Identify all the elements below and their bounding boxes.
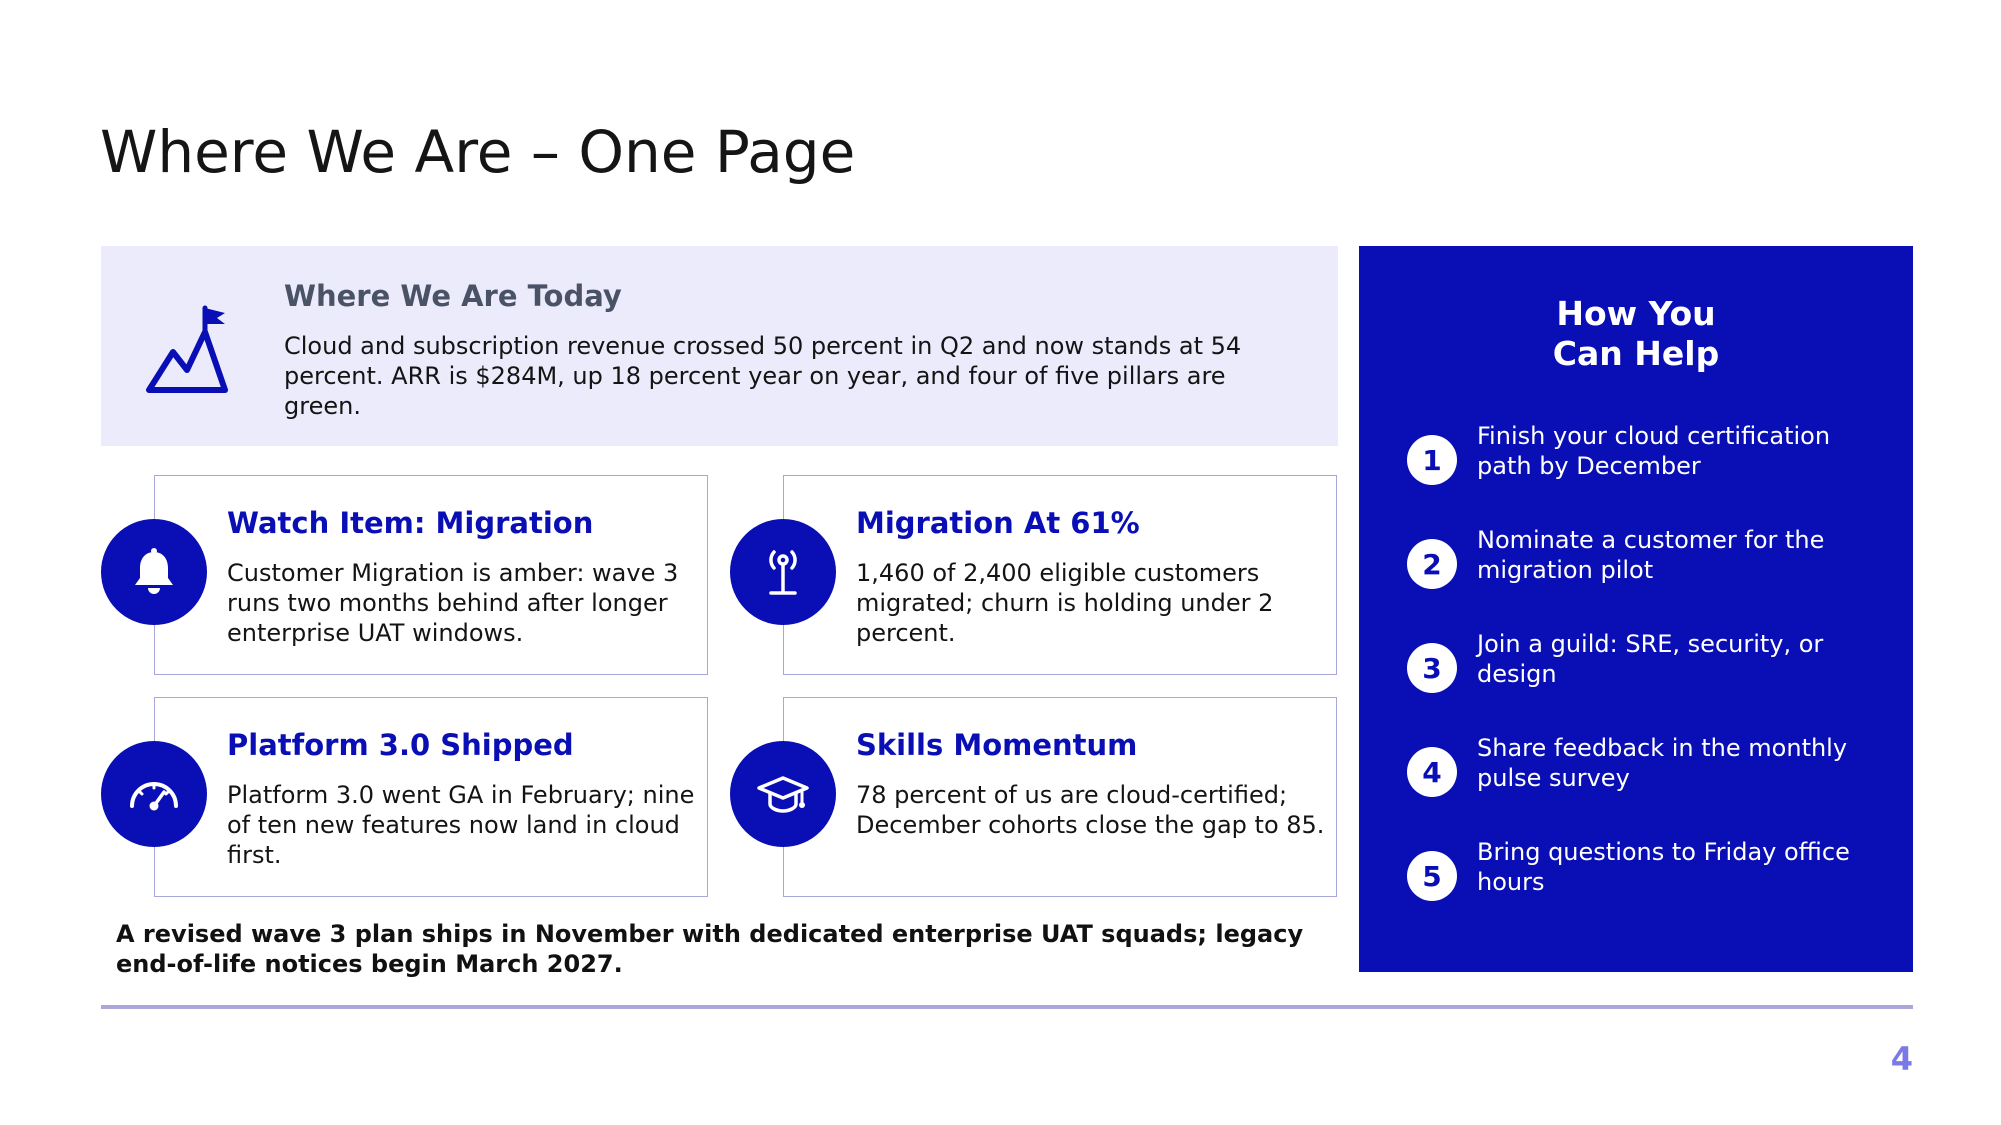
graduation-cap-icon-circle (730, 741, 836, 847)
card-skills-momentum: Skills Momentum 78 percent of us are clo… (783, 697, 1337, 897)
help-title-line: How You (1556, 294, 1716, 333)
card-body: Customer Migration is amber: wave 3 runs… (227, 559, 679, 647)
bell-icon (135, 548, 173, 594)
help-title-line: Can Help (1552, 334, 1720, 373)
card-migration-at-61: Migration At 61% 1,460 of 2,400 eligible… (783, 475, 1337, 675)
gauge-icon-circle (101, 741, 207, 847)
card-title: Watch Item: Migration (227, 506, 594, 540)
antenna-icon-circle (730, 519, 836, 625)
bottom-divider (101, 1005, 1913, 1009)
today-body: Cloud and subscription revenue crossed 5… (284, 332, 1242, 420)
card-body: Platform 3.0 went GA in February; nine o… (227, 781, 695, 869)
help-item-number: 2 (1407, 539, 1457, 589)
help-title: How You Can Help (1359, 294, 1913, 374)
help-item: 4 Share feedback in the monthly pulse su… (1407, 734, 1887, 823)
slide-title: Where We Are – One Page (100, 118, 856, 186)
help-item-text: Bring questions to Friday office hours (1477, 838, 1850, 896)
footnote: A revised wave 3 plan ships in November … (116, 920, 1304, 978)
help-item-number: 3 (1407, 643, 1457, 693)
card-watch-item-migration: Watch Item: Migration Customer Migration… (154, 475, 708, 675)
help-item: 3 Join a guild: SRE, security, or design (1407, 630, 1887, 719)
graduation-cap-icon (757, 776, 809, 813)
mountain-flag-icon (146, 305, 228, 393)
help-item-text: Join a guild: SRE, security, or design (1477, 630, 1824, 688)
page-number: 4 (1890, 1040, 1913, 1078)
gauge-icon (130, 782, 178, 811)
help-item-text: Finish your cloud certification path by … (1477, 422, 1831, 480)
help-item-number: 4 (1407, 747, 1457, 797)
help-item-number: 5 (1407, 851, 1457, 901)
help-item-text: Nominate a customer for the migration pi… (1477, 526, 1825, 584)
card-platform-shipped: Platform 3.0 Shipped Platform 3.0 went G… (154, 697, 708, 897)
antenna-icon (769, 550, 797, 595)
today-heading: Where We Are Today (284, 279, 622, 313)
help-item: 5 Bring questions to Friday office hours (1407, 838, 1887, 927)
where-we-are-today-panel: Where We Are Today Cloud and subscriptio… (101, 246, 1338, 446)
how-you-can-help-panel: How You Can Help 1 Finish your cloud cer… (1359, 246, 1913, 972)
bell-icon-circle (101, 519, 207, 625)
card-title: Platform 3.0 Shipped (227, 728, 574, 762)
help-item: 1 Finish your cloud certification path b… (1407, 422, 1887, 511)
help-item-text: Share feedback in the monthly pulse surv… (1477, 734, 1848, 792)
card-title: Skills Momentum (856, 728, 1138, 762)
help-item: 2 Nominate a customer for the migration … (1407, 526, 1887, 615)
card-body: 78 percent of us are cloud-certified; De… (856, 781, 1325, 839)
help-item-number: 1 (1407, 435, 1457, 485)
card-title: Migration At 61% (856, 506, 1140, 540)
card-body: 1,460 of 2,400 eligible customers migrat… (856, 559, 1274, 647)
